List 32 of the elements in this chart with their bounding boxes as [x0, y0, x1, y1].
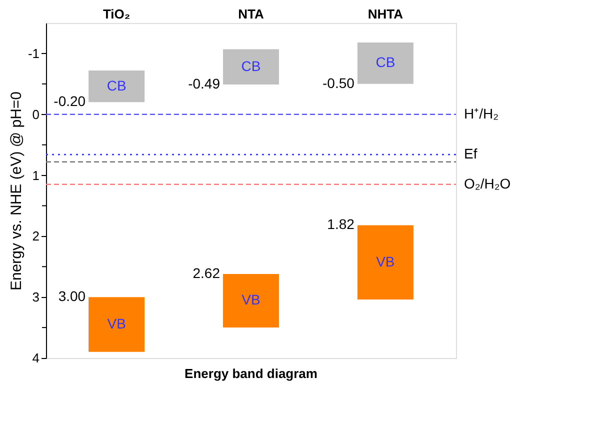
bar	[88, 70, 145, 102]
annotation: 2.62	[192, 264, 220, 281]
x-axis-title: Energy band diagram	[184, 366, 318, 381]
series-label: CB	[106, 77, 126, 94]
ref-line-label: O₂/H₂O	[464, 175, 511, 192]
text: VB	[107, 316, 126, 332]
y-tick-label: 1	[32, 168, 40, 183]
y-tick-label: 3	[32, 290, 40, 305]
ref-line-label: Ef	[464, 146, 478, 162]
annotation: 1.82	[327, 216, 355, 232]
bar	[357, 225, 414, 300]
x-tick-label: NHTA	[368, 6, 404, 22]
annotation: -0.49	[188, 76, 220, 92]
text: VB	[376, 253, 395, 270]
x-tick-label: TiO₂	[102, 6, 130, 22]
series-label: VB	[242, 292, 260, 308]
y-tick-label: 2	[32, 228, 40, 244]
x-tick-label: NTA	[238, 6, 264, 22]
annotation: -0.50	[322, 74, 355, 91]
bar	[357, 42, 414, 84]
y-axis-title: Energy vs. NHE (eV) @ pH=0	[8, 91, 25, 291]
y-tick-label: 0	[32, 106, 40, 122]
bar	[88, 297, 145, 352]
annotation: 3.00	[58, 288, 86, 304]
annotation: -0.20	[54, 93, 86, 110]
bar	[223, 274, 279, 328]
text: CB	[376, 54, 396, 70]
bar	[223, 49, 279, 85]
y-tick-label: -1	[28, 46, 40, 61]
y-tick-label: 4	[32, 350, 40, 366]
text: CB	[241, 58, 261, 74]
ref-line-label: H⁺/H₂	[464, 105, 499, 122]
